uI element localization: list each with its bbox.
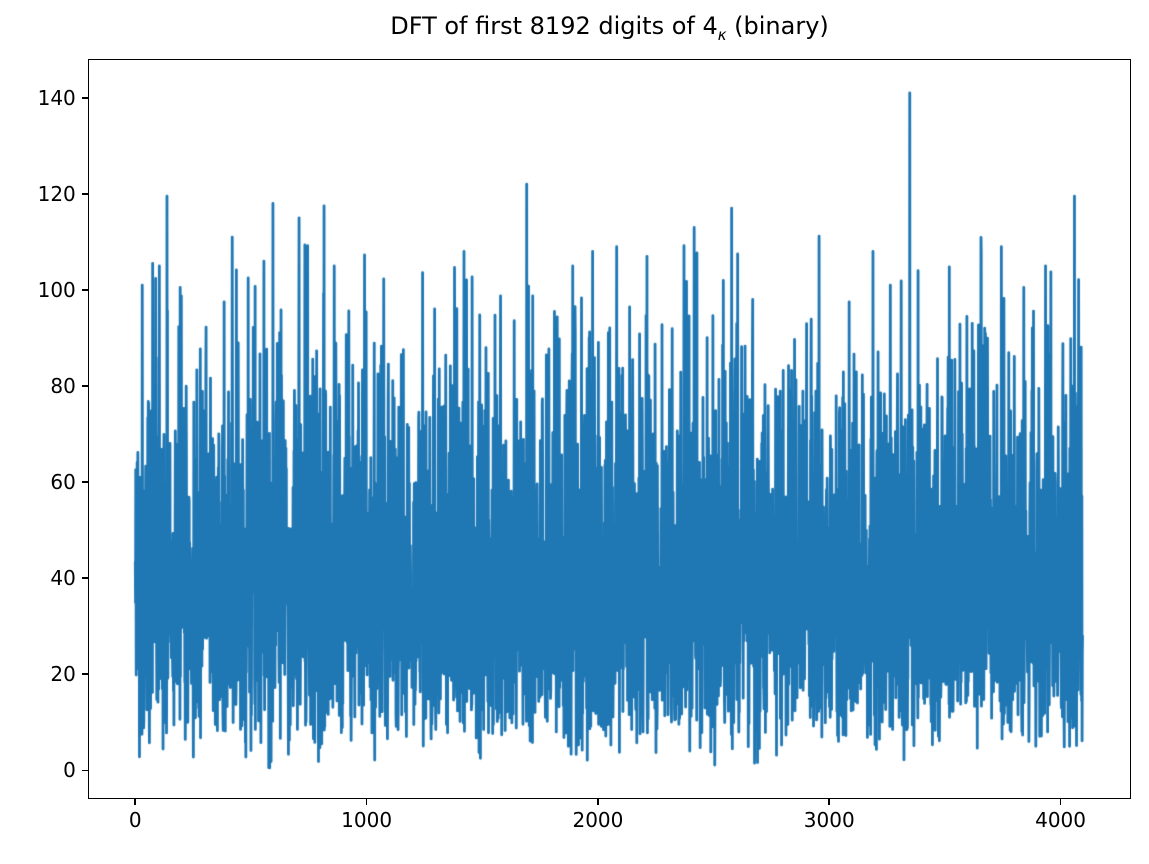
figure: DFT of first 8192 digits of 4κ (binary) …: [0, 0, 1149, 864]
dft-magnitude-line: [0, 0, 1149, 864]
